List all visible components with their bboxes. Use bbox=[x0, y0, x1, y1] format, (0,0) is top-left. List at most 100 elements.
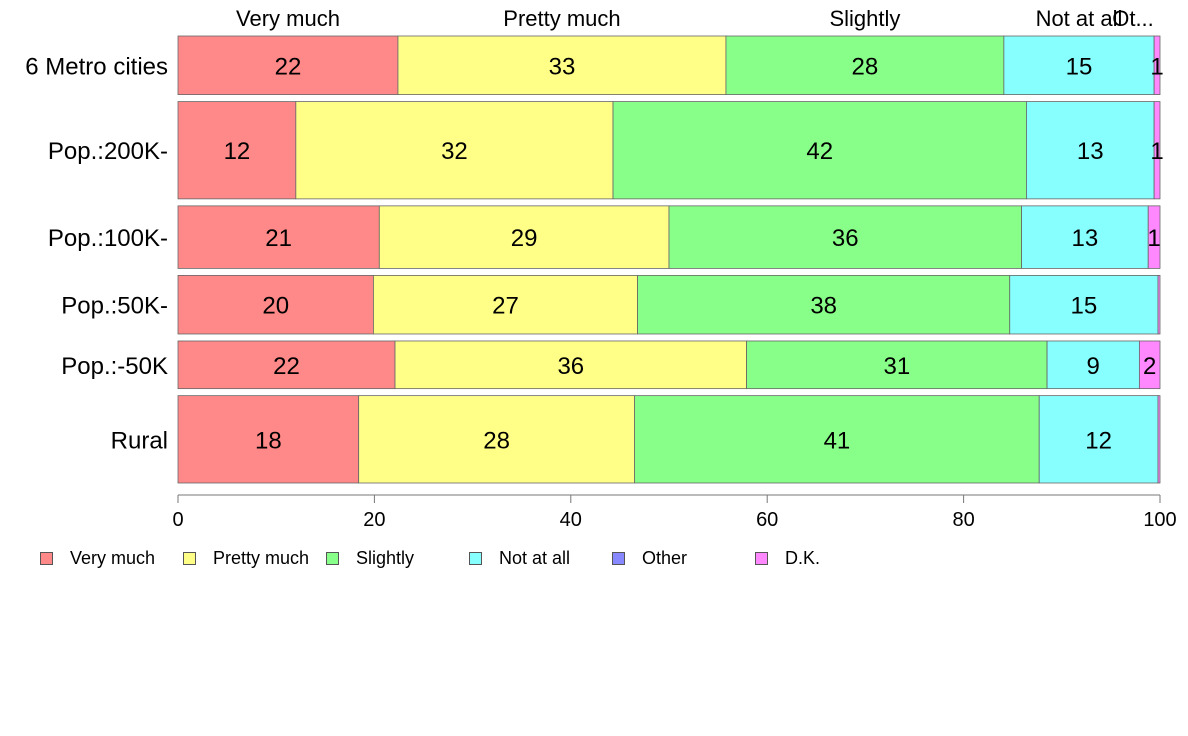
data-label: 15 bbox=[1071, 293, 1098, 320]
bar-segment bbox=[1157, 395, 1161, 484]
bar-segment bbox=[1038, 395, 1159, 484]
x-tick-label: 0 bbox=[172, 509, 183, 531]
data-label: 27 bbox=[492, 293, 519, 320]
bar-segment bbox=[1157, 275, 1161, 335]
bar-segment bbox=[1046, 340, 1140, 390]
column-header: Not at all bbox=[1036, 6, 1123, 31]
bar-row: 22 33 28 15 1 bbox=[177, 35, 1164, 95]
legend-item: Slightly bbox=[326, 548, 414, 569]
bar-row: 21 29 36 13 1 bbox=[177, 205, 1161, 269]
row-label: 6 Metro cities bbox=[25, 53, 168, 80]
legend-item: Very much bbox=[40, 548, 155, 569]
legend-swatch bbox=[469, 552, 482, 565]
data-label: 41 bbox=[824, 427, 851, 454]
legend-label: Other bbox=[642, 548, 688, 568]
legend-item: Other bbox=[612, 548, 687, 569]
data-label: 33 bbox=[549, 53, 576, 80]
bar-segment bbox=[295, 101, 614, 200]
bar-segment bbox=[177, 35, 399, 95]
column-header: Ot... bbox=[1112, 6, 1154, 31]
bar-segment bbox=[1153, 101, 1161, 200]
data-label: 36 bbox=[832, 225, 859, 252]
legend-swatch bbox=[40, 552, 53, 565]
data-label: 42 bbox=[806, 138, 833, 165]
bar-segment bbox=[397, 35, 727, 95]
data-label: 18 bbox=[255, 427, 282, 454]
data-label: 12 bbox=[224, 138, 251, 165]
data-label: 9 bbox=[1087, 353, 1100, 380]
bar-row: 22 36 31 9 2 bbox=[177, 340, 1161, 390]
data-label: 1 bbox=[1150, 138, 1163, 165]
bar-segment bbox=[637, 275, 1011, 335]
legend-label: Very much bbox=[70, 548, 156, 568]
bar-segment bbox=[1138, 340, 1161, 390]
data-label: 28 bbox=[852, 53, 879, 80]
column-header: Very much bbox=[236, 6, 340, 31]
legend-swatch bbox=[755, 552, 768, 565]
data-label: 38 bbox=[810, 293, 837, 320]
x-tick-label: 100 bbox=[1143, 509, 1176, 531]
bar-segment bbox=[1026, 101, 1155, 200]
bar-row: 12 32 42 13 1 bbox=[177, 101, 1164, 200]
data-label: 2 bbox=[1143, 353, 1156, 380]
legend-label: Not at all bbox=[499, 548, 571, 568]
column-header: Pretty much bbox=[503, 6, 620, 31]
bar-segment bbox=[177, 101, 297, 200]
bar-segment bbox=[1147, 205, 1161, 269]
legend-swatch bbox=[612, 552, 625, 565]
bar-segment bbox=[177, 395, 360, 484]
bar-segment bbox=[177, 275, 374, 335]
legend-item: Pretty much bbox=[183, 548, 309, 569]
legend-item: D.K. bbox=[755, 548, 820, 569]
x-tick-label: 20 bbox=[363, 509, 385, 531]
bar-segment bbox=[612, 101, 1027, 200]
legend-swatch bbox=[183, 552, 196, 565]
data-label: 15 bbox=[1066, 53, 1093, 80]
column-header: Slightly bbox=[829, 6, 900, 31]
column-headers-group: Very much Pretty much Slightly Not at allOt… bbox=[236, 6, 1154, 31]
data-label: 13 bbox=[1077, 138, 1104, 165]
data-label: 13 bbox=[1072, 225, 1099, 252]
data-label: 36 bbox=[557, 353, 584, 380]
bar-row: 20 27 38 15 bbox=[177, 275, 1161, 335]
legend-label: D.K. bbox=[785, 548, 821, 568]
legend-label: Pretty much bbox=[213, 548, 310, 568]
bar-segment bbox=[373, 275, 638, 335]
bar-segment bbox=[1021, 205, 1149, 269]
row-label: Pop.:50K- bbox=[61, 293, 168, 320]
row-label: Pop.:100K- bbox=[48, 225, 168, 252]
x-axis: 0 20 40 60 80 100 bbox=[172, 494, 1177, 531]
bar-segment bbox=[378, 205, 670, 269]
legend-label: Slightly bbox=[356, 548, 415, 568]
data-label: 1 bbox=[1147, 225, 1160, 252]
bar-segment bbox=[725, 35, 1005, 95]
data-label: 29 bbox=[511, 225, 538, 252]
row-label: Rural bbox=[111, 427, 168, 454]
data-label: 31 bbox=[883, 353, 910, 380]
row-label: Pop.:-50K bbox=[61, 353, 168, 380]
data-label: 20 bbox=[262, 293, 289, 320]
bar-segment bbox=[746, 340, 1048, 390]
bar-segment bbox=[1003, 35, 1155, 95]
x-tick-label: 40 bbox=[560, 509, 582, 531]
bar-segment bbox=[394, 340, 747, 390]
data-label: 1 bbox=[1150, 53, 1163, 80]
bar-segment bbox=[1153, 35, 1161, 95]
bar-segment bbox=[177, 340, 396, 390]
legend-swatch bbox=[326, 552, 339, 565]
row-labels-group: 6 Metro cities Pop.:200K- Pop.:100K- Pop.:5… bbox=[25, 53, 168, 454]
bar-segment bbox=[634, 395, 1040, 484]
bar-segment bbox=[358, 395, 636, 484]
bar-segment bbox=[1009, 275, 1159, 335]
bar-row: 18 28 41 12 bbox=[177, 395, 1161, 484]
data-label: 22 bbox=[273, 353, 300, 380]
bar-segment bbox=[668, 205, 1022, 269]
x-tick-label: 80 bbox=[952, 509, 974, 531]
data-label: 12 bbox=[1085, 427, 1112, 454]
row-label: Pop.:200K- bbox=[48, 138, 168, 165]
data-label: 32 bbox=[441, 138, 468, 165]
legend-item: Not at all bbox=[469, 548, 570, 569]
data-label: 21 bbox=[265, 225, 292, 252]
